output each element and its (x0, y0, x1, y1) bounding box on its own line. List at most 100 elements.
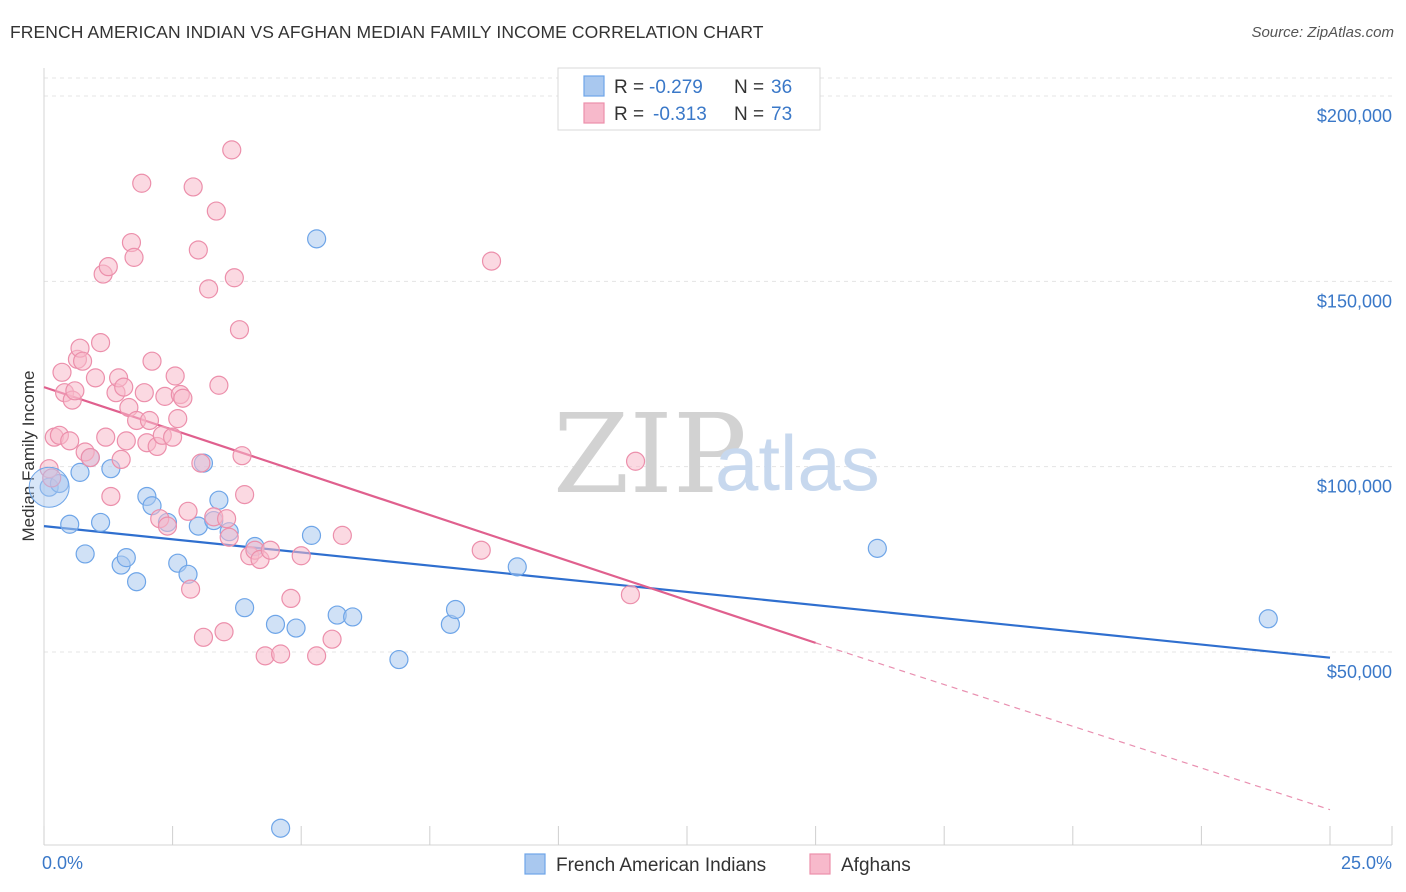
afghan-point-30 (134, 383, 154, 403)
afghan-point-6 (60, 431, 80, 451)
afghan-point-18 (98, 257, 118, 277)
afghan-point-70 (307, 646, 327, 666)
y-tick-label-1: $100,000 (1317, 477, 1392, 497)
y-axis-label: Median Family Income (19, 370, 38, 541)
afghan-point-13 (80, 447, 100, 468)
afghan-point-56 (219, 527, 239, 547)
stats-legend: R = -0.279 N = 36 R = -0.313 N = 73 (557, 67, 821, 131)
french-point-9 (116, 548, 136, 568)
afghan-point-29 (132, 173, 152, 193)
afghan-point-67 (271, 644, 291, 664)
series-legend-label-french: French American Indians (556, 855, 766, 876)
series-legend-swatch-afghan (809, 853, 831, 875)
chart-title: FRENCH AMERICAN INDIAN VS AFGHAN MEDIAN … (10, 22, 764, 42)
french-point-19 (209, 490, 229, 510)
legend-n-value-french: 36 (771, 77, 792, 98)
french-point-24 (271, 818, 291, 838)
afghan-point-33 (142, 351, 162, 371)
y-tick-labels: $50,000 $100,000 $150,000 $200,000 (1317, 106, 1392, 682)
afghan-point-43 (173, 388, 193, 408)
afghan-point-46 (183, 177, 203, 197)
afghan-point-41 (168, 409, 188, 429)
x-tick-label-left: 0.0% (42, 853, 83, 873)
french-point-4 (75, 544, 95, 564)
french-point-27 (307, 229, 327, 249)
afghan-point-49 (193, 627, 214, 647)
french-point-33 (507, 557, 527, 577)
afghan-point-66 (260, 540, 280, 560)
watermark-atlas: atlas (715, 419, 880, 507)
afghan-point-15 (90, 333, 111, 353)
data-points (28, 140, 1278, 838)
series-legend-label-afghan: Afghans (841, 855, 911, 876)
afghan-point-23 (114, 377, 134, 397)
legend-swatch-afghan (583, 102, 605, 124)
afghan-point-45 (181, 579, 201, 599)
afghan-point-76 (625, 451, 646, 471)
afghan-point-52 (206, 201, 226, 221)
afghan-point-50 (199, 279, 219, 299)
french-point-34 (867, 538, 887, 558)
y-tick-label-0: $50,000 (1327, 662, 1392, 682)
french-point-26 (301, 525, 322, 545)
french-point-30 (389, 649, 409, 670)
afghan-point-19 (101, 486, 121, 507)
afghan-point-32 (139, 410, 160, 431)
afghan-point-40 (165, 366, 185, 386)
afghan-point-58 (224, 268, 244, 288)
afghan-point-11 (72, 351, 93, 371)
afghan-point-17 (96, 427, 116, 447)
chart-source: Source: ZipAtlas.com (1251, 24, 1394, 41)
afghan-point-22 (111, 449, 131, 469)
french-point-25 (286, 618, 306, 638)
afghan-point-69 (291, 546, 311, 566)
afghan-point-8 (65, 381, 85, 401)
legend-n-value-afghan: 73 (771, 104, 792, 125)
series-legend: French American Indians Afghans (524, 853, 911, 876)
afghan-point-47 (188, 240, 208, 260)
french-point-6 (90, 512, 111, 533)
afghan-point-38 (157, 516, 178, 536)
french-point-29 (343, 607, 363, 627)
afghan-point-39 (163, 427, 183, 447)
afghan-point-27 (124, 247, 144, 267)
afghan-point-14 (85, 368, 106, 388)
french-trend-line (43, 525, 1331, 659)
x-tick-label-right: 25.0% (1341, 853, 1392, 873)
afghan-point-57 (222, 140, 242, 160)
afghan-point-48 (191, 453, 211, 473)
x-tick-marks (43, 826, 1393, 845)
afghan-trend-extension (815, 642, 1331, 811)
afghan-point-68 (281, 588, 301, 609)
legend-r-label-afghan: R = (614, 104, 644, 125)
french-point-32 (445, 599, 466, 620)
watermark-zip: ZIP (553, 390, 747, 518)
afghan-point-24 (116, 431, 136, 451)
afghan-point-55 (217, 509, 237, 529)
legend-r-value-french: -0.279 (649, 77, 703, 98)
legend-r-label-french: R = (614, 77, 644, 98)
french-point-23 (265, 614, 286, 634)
afghan-point-4 (52, 362, 72, 382)
french-point-21 (235, 598, 255, 618)
french-point-3 (70, 462, 90, 482)
legend-swatch-french (583, 75, 605, 97)
afghan-point-75 (620, 585, 641, 605)
afghan-point-59 (229, 320, 250, 340)
gridlines (44, 77, 1392, 653)
legend-n-label-french: N = (734, 77, 764, 98)
afghan-point-1 (42, 468, 62, 488)
afghan-point-74 (481, 251, 502, 271)
y-tick-label-2: $150,000 (1317, 291, 1392, 311)
series-legend-swatch-french (524, 853, 546, 875)
french-point-10 (126, 572, 147, 592)
french-point-2 (60, 514, 80, 534)
legend-r-value-afghan: -0.313 (653, 104, 707, 125)
afghan-point-72 (332, 525, 352, 545)
y-tick-label-3: $200,000 (1317, 106, 1392, 126)
afghan-point-61 (235, 485, 255, 505)
french-point-35 (1258, 609, 1278, 629)
french-point-cluster (28, 466, 70, 508)
afghan-point-54 (214, 622, 234, 642)
